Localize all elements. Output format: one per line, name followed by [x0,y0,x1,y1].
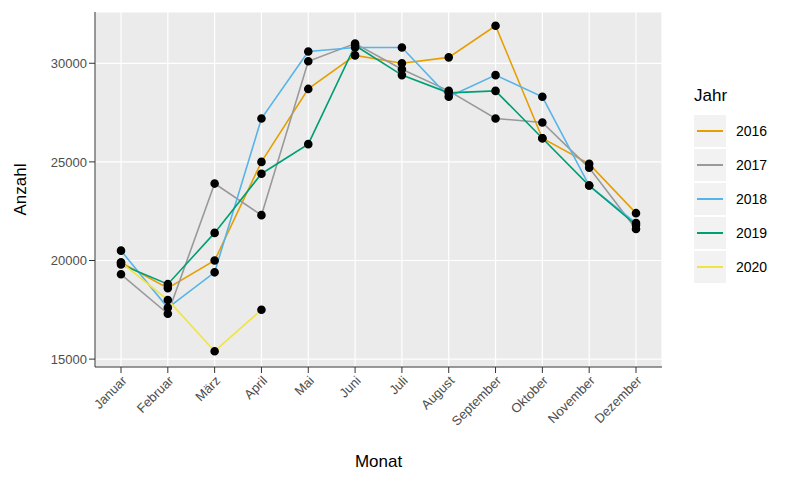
svg-text:Mai: Mai [291,373,316,398]
html-text:Jahr: Jahr [694,86,728,105]
svg-text:20000: 20000 [51,253,87,268]
html-text:2020: 2020 [736,259,768,275]
svg-text:April: April [241,373,270,402]
svg-text:März: März [192,373,223,404]
svg-text:August: August [418,373,457,412]
svg-text:30000: 30000 [51,56,87,71]
svg-text:Juli: Juli [386,373,410,397]
svg-text:November: November [545,373,598,426]
svg-text:Monat: Monat [355,452,403,471]
html-text:2017: 2017 [736,157,768,173]
svg-text:Anzahl: Anzahl [11,164,30,216]
html-text:2019: 2019 [736,225,768,241]
svg-text:Oktober: Oktober [508,373,552,417]
svg-text:25000: 25000 [51,155,87,170]
svg-text:September: September [449,373,505,429]
svg-text:Februar: Februar [134,373,177,416]
svg-text:Januar: Januar [91,373,130,412]
html-text:2018: 2018 [736,191,768,207]
html-text:2016: 2016 [736,123,768,139]
svg-text:Dezember: Dezember [592,373,645,426]
svg-text:Juni: Juni [336,373,364,401]
svg-text:15000: 15000 [51,352,87,367]
